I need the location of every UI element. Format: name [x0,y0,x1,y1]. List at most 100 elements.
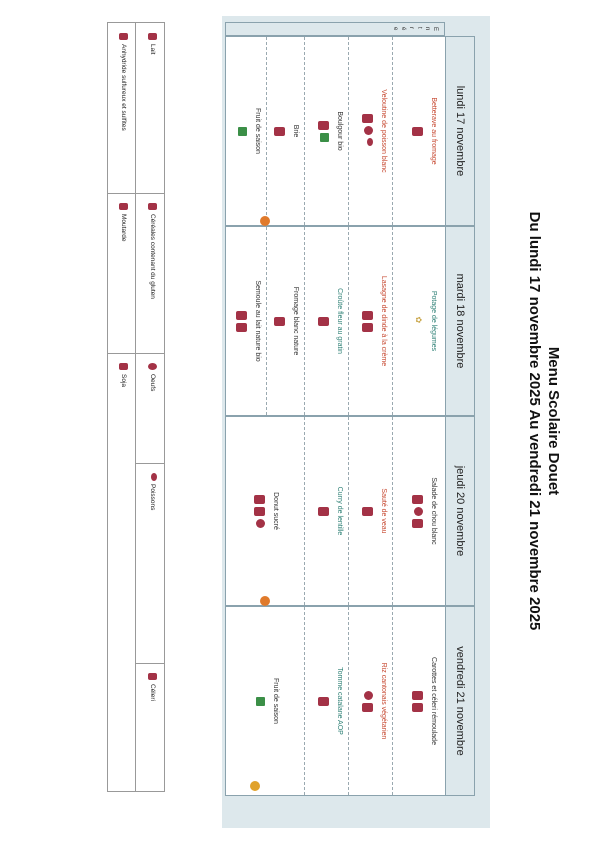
legend-label: Céleri [149,684,156,701]
legend-label: Anhydride sulfureux et sulfites [120,44,127,131]
allergen-icons [318,607,329,795]
side-letter: E [432,27,438,32]
dish-label: Lasagne de dinde à la crème [380,275,387,367]
egg-icon [256,518,265,528]
row-divider [392,37,393,225]
legend-row: Lait Céréales contenant du gluten Oeufs … [136,23,164,791]
row-divider [392,417,393,605]
legend-divider [107,193,135,194]
legend-item: Céleri [148,673,157,701]
gluten-icon [254,506,265,516]
milk-icon [148,33,157,40]
dish-label: Curry de lentille [336,486,343,536]
mustard-icon [412,518,423,528]
row-divider [348,417,349,605]
milk-icon [412,126,423,136]
egg-icon [364,125,373,135]
legend-label: Lait [149,44,156,55]
soy-icon [362,702,373,712]
legend-divider [136,193,164,194]
legend-item: Oeufs [148,363,157,391]
legend-label: Poissons [149,484,156,511]
dish-label: Betterave au fromage [430,97,437,165]
celery-icon [412,690,423,700]
legend-item: Moutarde [119,203,128,241]
allergen-icons: ✿ [412,227,423,415]
allergen-icons [238,37,247,225]
mustard-icon [119,203,128,210]
milk-icon [362,506,373,516]
dish-label: Riz cantonais végétarien [380,662,387,740]
legend-divider [107,353,135,354]
side-letter: e [392,27,398,31]
dish-label: Sauté de veau [380,488,387,534]
milk-icon [362,310,373,320]
milk-icon [236,310,247,320]
celery-icon [148,673,157,680]
day-column-mardi: Potage de légumes ✿ Lasagne de dinde à l… [225,226,445,416]
legend-item: Lait [148,33,157,54]
dish-label: Semoule au lait nature bio [254,280,261,362]
allergen-icons [412,37,423,225]
sulphite-icon [119,33,128,40]
legend-label: Moutarde [120,214,127,242]
allergen-icons [362,227,373,415]
allergen-icons [274,227,285,415]
day-header-jeudi: jeudi 20 novembre [445,416,475,606]
row-divider [392,607,393,795]
organic-logo-icon [320,132,329,142]
legend-item: Céréales contenant du gluten [148,203,157,299]
menu-title-line1: Menu Scolaire Douet [545,346,562,496]
dish-label: Croûte fleur au gratin [336,288,343,354]
celery-icon: ✿ [414,316,423,324]
dish-label: Donut sucré [272,492,279,530]
legend-label: Oeufs [149,374,156,392]
row-divider [304,227,305,415]
day-header-lundi: lundi 17 novembre [445,36,475,226]
mustard-icon [412,702,423,712]
menu-title: Menu Scolaire Douet Du lundi 17 novembre… [525,0,563,842]
label-marker-icon [260,596,270,606]
soy-icon [119,363,128,370]
allergen-icons [318,417,329,605]
dish-label: Tomme catalane AOP [336,667,343,735]
legend-item: Poissons [148,473,157,510]
dish-label: Veloutine de poisson blanc [380,89,387,173]
fish-icon [148,473,157,480]
milk-icon [274,316,285,326]
dish-label: Carottes et céleri rémoulade [430,657,437,745]
dish-label: Brie [292,124,299,138]
row-divider [266,227,267,415]
milk-icon [412,494,423,504]
day-column-jeudi: Salade de chou blanc Sauté de veau Curry… [225,416,445,606]
organic-logo-icon [238,126,247,136]
gluten-icon [148,203,157,210]
egg-icon [364,690,373,700]
day-header-mardi: mardi 18 novembre [445,226,475,416]
day-column-lundi: Betterave au fromage Veloutine de poisso… [225,36,445,226]
row-divider [266,37,267,225]
milk-icon [318,316,329,326]
side-letter: t [416,27,422,29]
milk-icon [318,696,329,706]
allergen-icons [362,37,373,225]
side-letter: é [400,27,406,31]
allergen-icons [362,417,373,605]
legend-divider [136,463,164,464]
allergen-icons [274,37,285,225]
egg-icon [148,363,157,370]
legend-item: Anhydride sulfureux et sulfites [119,33,128,131]
day-header-vendredi: vendredi 21 novembre [445,606,475,796]
egg-icon [414,506,423,516]
dish-label: Fromage blanc nature [292,286,299,356]
celery-icon [318,506,329,516]
allergen-icons [318,227,329,415]
legend-divider [136,353,164,354]
milk-icon [274,126,285,136]
row-divider [304,37,305,225]
day-column-vendredi: Carottes et céleri rémoulade Riz cantona… [225,606,445,796]
menu-grid: E n t r é e lundi 17 novembre Betterave … [225,22,475,796]
legend-row: Anhydride sulfureux et sulfites Moutarde… [107,23,136,791]
allergen-icons [362,607,373,795]
